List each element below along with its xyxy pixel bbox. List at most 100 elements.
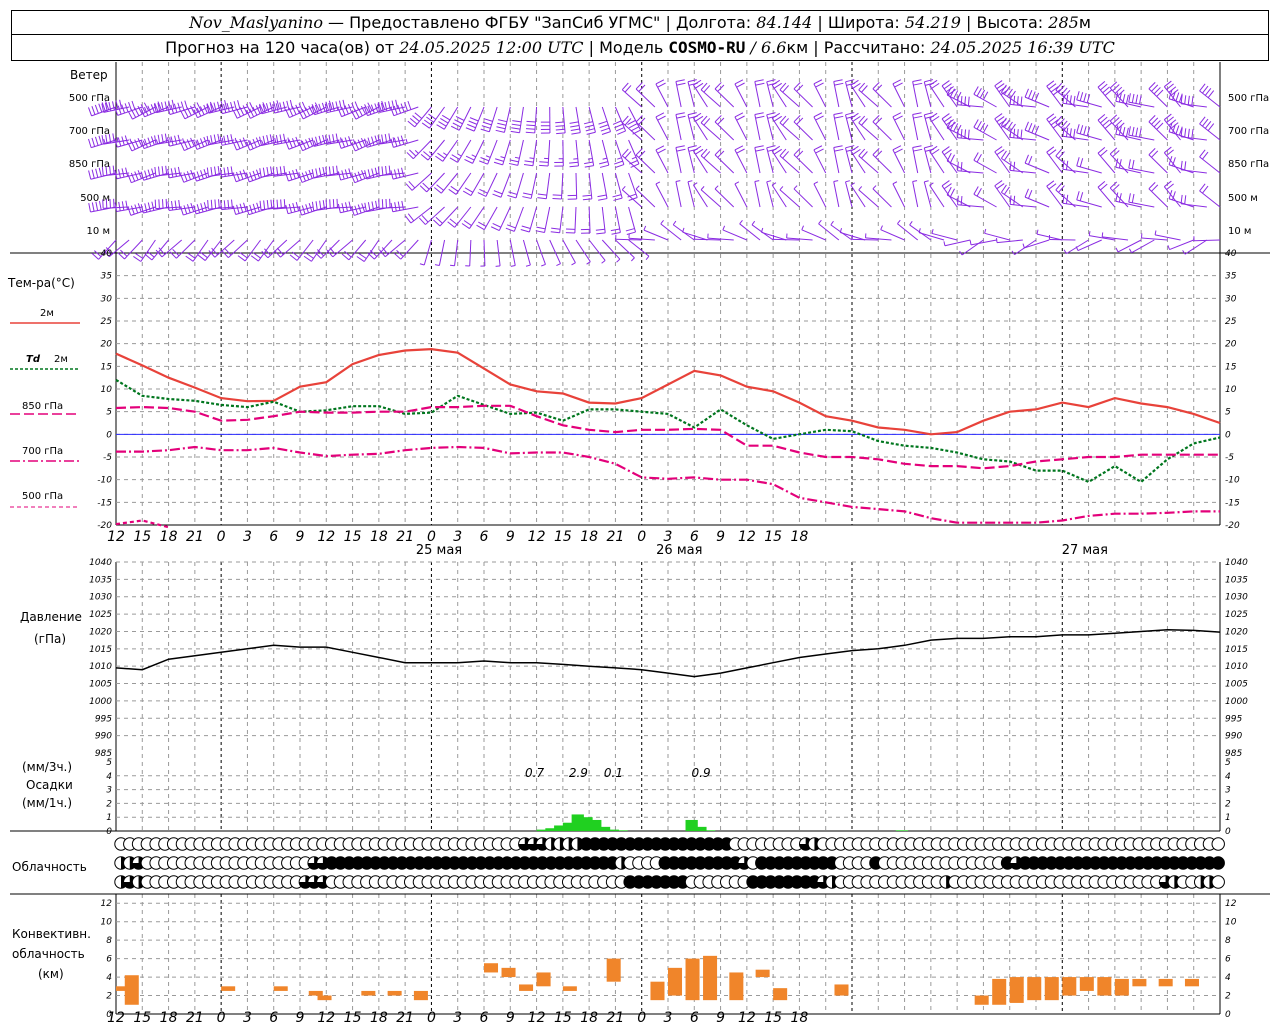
barb-flag — [221, 250, 229, 259]
barb-staff — [455, 172, 472, 195]
provider-text: — Предоставлено ФГБУ "ЗапСиб УГМС" — [328, 13, 661, 32]
barb-flag — [124, 135, 129, 145]
barb-flag — [946, 86, 952, 96]
wind-barb — [377, 99, 406, 113]
barb-flag — [375, 200, 378, 210]
wind-barb — [1076, 157, 1102, 174]
barb-flag — [1055, 115, 1063, 124]
barb-flag — [1202, 118, 1209, 127]
barb-flag — [193, 109, 198, 118]
barb-flag — [946, 119, 952, 129]
barb-flag — [1000, 117, 1007, 126]
wind-barb — [599, 139, 610, 168]
barb-flag — [779, 82, 787, 91]
barb-staff — [485, 172, 498, 197]
barb-flag — [348, 201, 352, 211]
wind-barb — [272, 165, 301, 177]
barb-flag — [232, 141, 238, 151]
barb-flag — [400, 135, 405, 145]
barb-flag — [437, 152, 446, 159]
barb-flag — [137, 170, 142, 179]
barb-flag — [861, 151, 868, 159]
barb-staff — [116, 172, 143, 180]
barb-flag — [283, 133, 286, 143]
barb-flag — [200, 251, 208, 259]
barb-staff — [614, 172, 623, 199]
barb-flag — [892, 145, 902, 151]
wind-barb — [549, 239, 561, 266]
barb-staff — [515, 172, 524, 199]
barb-flag — [169, 251, 177, 259]
barb-flag — [766, 79, 776, 83]
barb-flag — [242, 169, 247, 179]
barb-flag — [223, 167, 226, 177]
barb-flag — [285, 140, 290, 150]
barb-flag — [422, 182, 430, 190]
barb-flag — [279, 102, 283, 112]
barb-flag — [948, 89, 957, 96]
barb-flag — [525, 131, 535, 134]
conv-tick-left: 2 — [106, 992, 112, 1002]
wind-barb — [436, 106, 459, 130]
wind-barb — [707, 233, 734, 241]
barb-staff — [528, 206, 538, 233]
wind-barb — [1128, 239, 1155, 254]
barb-flag — [505, 227, 515, 232]
wind-barb — [285, 202, 314, 215]
barb-staff — [912, 81, 919, 108]
barb-flag — [771, 182, 777, 186]
legend-label-td: Td — [26, 354, 41, 365]
barb-flag — [610, 228, 620, 232]
wind-barb — [1009, 128, 1037, 141]
barb-flag — [259, 103, 264, 113]
barb-flag — [1172, 191, 1176, 201]
barb-flag — [1022, 243, 1025, 249]
barb-staff — [427, 139, 445, 161]
barb-flag — [1175, 125, 1180, 135]
barb-staff — [1102, 236, 1129, 241]
conv-bar — [1027, 977, 1042, 1001]
barb-flag — [861, 118, 868, 126]
barb-staff — [348, 239, 367, 261]
barb-staff — [169, 172, 195, 179]
barb-flag — [850, 145, 859, 152]
barb-flag — [676, 148, 686, 152]
barb-flag — [1076, 191, 1080, 200]
barb-flag — [295, 104, 300, 114]
barb-staff — [923, 147, 932, 174]
barb-flag — [1003, 86, 1010, 95]
barb-staff — [929, 151, 945, 174]
barb-flag — [960, 96, 963, 106]
barb-flag — [1112, 184, 1120, 192]
precip-tick-right: 1 — [1225, 813, 1231, 823]
barb-flag — [161, 134, 164, 144]
wind-barb — [127, 137, 156, 152]
barb-flag — [929, 79, 938, 86]
barb-staff — [1148, 154, 1168, 174]
barb-flag — [1060, 120, 1068, 129]
barb-flag — [510, 265, 516, 267]
barb-flag — [409, 117, 418, 125]
conv-tick-right: 10 — [1225, 918, 1237, 928]
barb-staff — [221, 172, 248, 178]
barb-staff — [655, 116, 669, 141]
wind-barb — [520, 206, 538, 233]
barb-flag — [480, 128, 490, 133]
x-tick-label-top: 15 — [764, 529, 782, 545]
barb-flag — [185, 255, 194, 262]
barb-flag — [190, 105, 196, 115]
cloud-symbol — [1211, 856, 1225, 870]
barb-flag — [833, 180, 839, 182]
barb-flag — [190, 169, 195, 179]
barb-flag — [219, 168, 223, 178]
barb-flag — [338, 100, 342, 110]
barb-flag — [377, 135, 380, 145]
barb-flag — [587, 157, 593, 160]
barb-flag — [736, 148, 745, 154]
barb-flag — [599, 161, 609, 165]
barb-flag — [329, 247, 336, 255]
precip-bar — [536, 829, 549, 831]
barb-flag — [316, 249, 325, 257]
barb-flag — [1104, 89, 1113, 96]
barb-flag — [351, 142, 356, 152]
